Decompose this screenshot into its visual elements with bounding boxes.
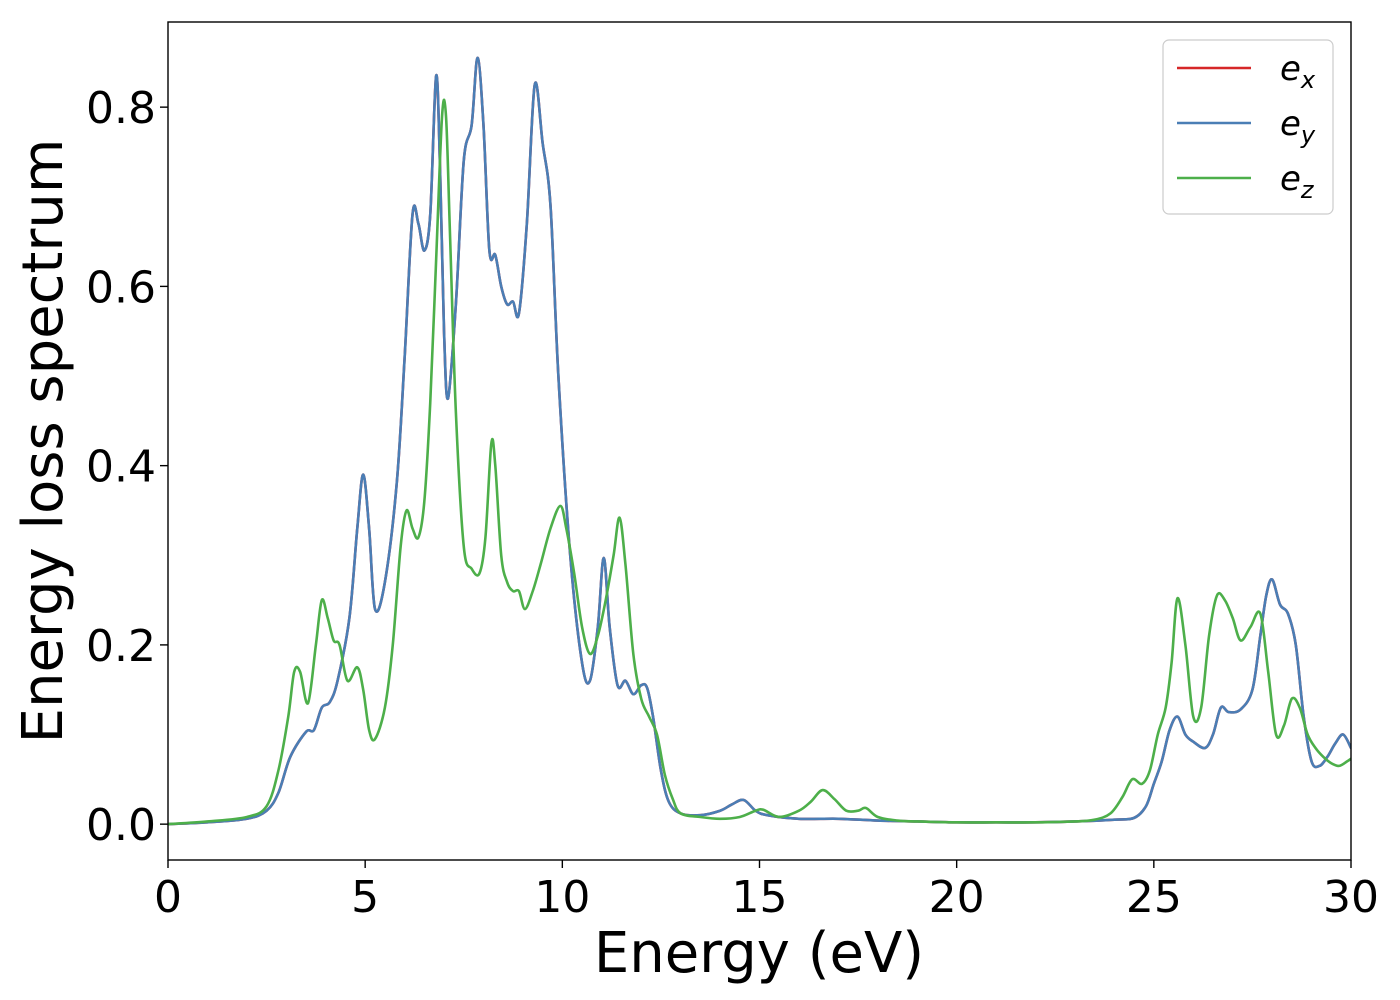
y-tick-label: 0.6: [86, 262, 156, 313]
series-line-y: [168, 56, 1351, 826]
y-tick-label: 0.2: [86, 621, 156, 672]
y-tick-label: 0.8: [86, 83, 156, 134]
x-tick-label: 5: [351, 872, 379, 923]
x-tick-label: 30: [1323, 872, 1379, 923]
plot-area: [168, 56, 1351, 826]
x-tick-label: 20: [929, 872, 985, 923]
y-axis: 0.0 0.2 0.4 0.6 0.8: [86, 83, 168, 851]
x-axis: 0 5 10 15 20 25 30: [154, 860, 1379, 923]
y-tick-label: 0.0: [86, 800, 156, 851]
legend-label-z: ez: [1280, 159, 1315, 204]
x-tick-label: 15: [732, 872, 788, 923]
x-tick-label: 10: [534, 872, 590, 923]
y-axis-label: Energy loss spectrum: [11, 139, 76, 744]
legend-box: [1162, 39, 1334, 215]
x-axis-label: Energy (eV): [594, 921, 924, 986]
legend-label-x: ex: [1280, 49, 1316, 94]
x-tick-label: 0: [154, 872, 182, 923]
series-line-z: [168, 98, 1351, 826]
y-tick-label: 0.4: [86, 442, 156, 493]
legend-label-y: ey: [1280, 104, 1316, 149]
legend: ex ey ez: [1162, 39, 1334, 215]
x-tick-label: 25: [1126, 872, 1182, 923]
